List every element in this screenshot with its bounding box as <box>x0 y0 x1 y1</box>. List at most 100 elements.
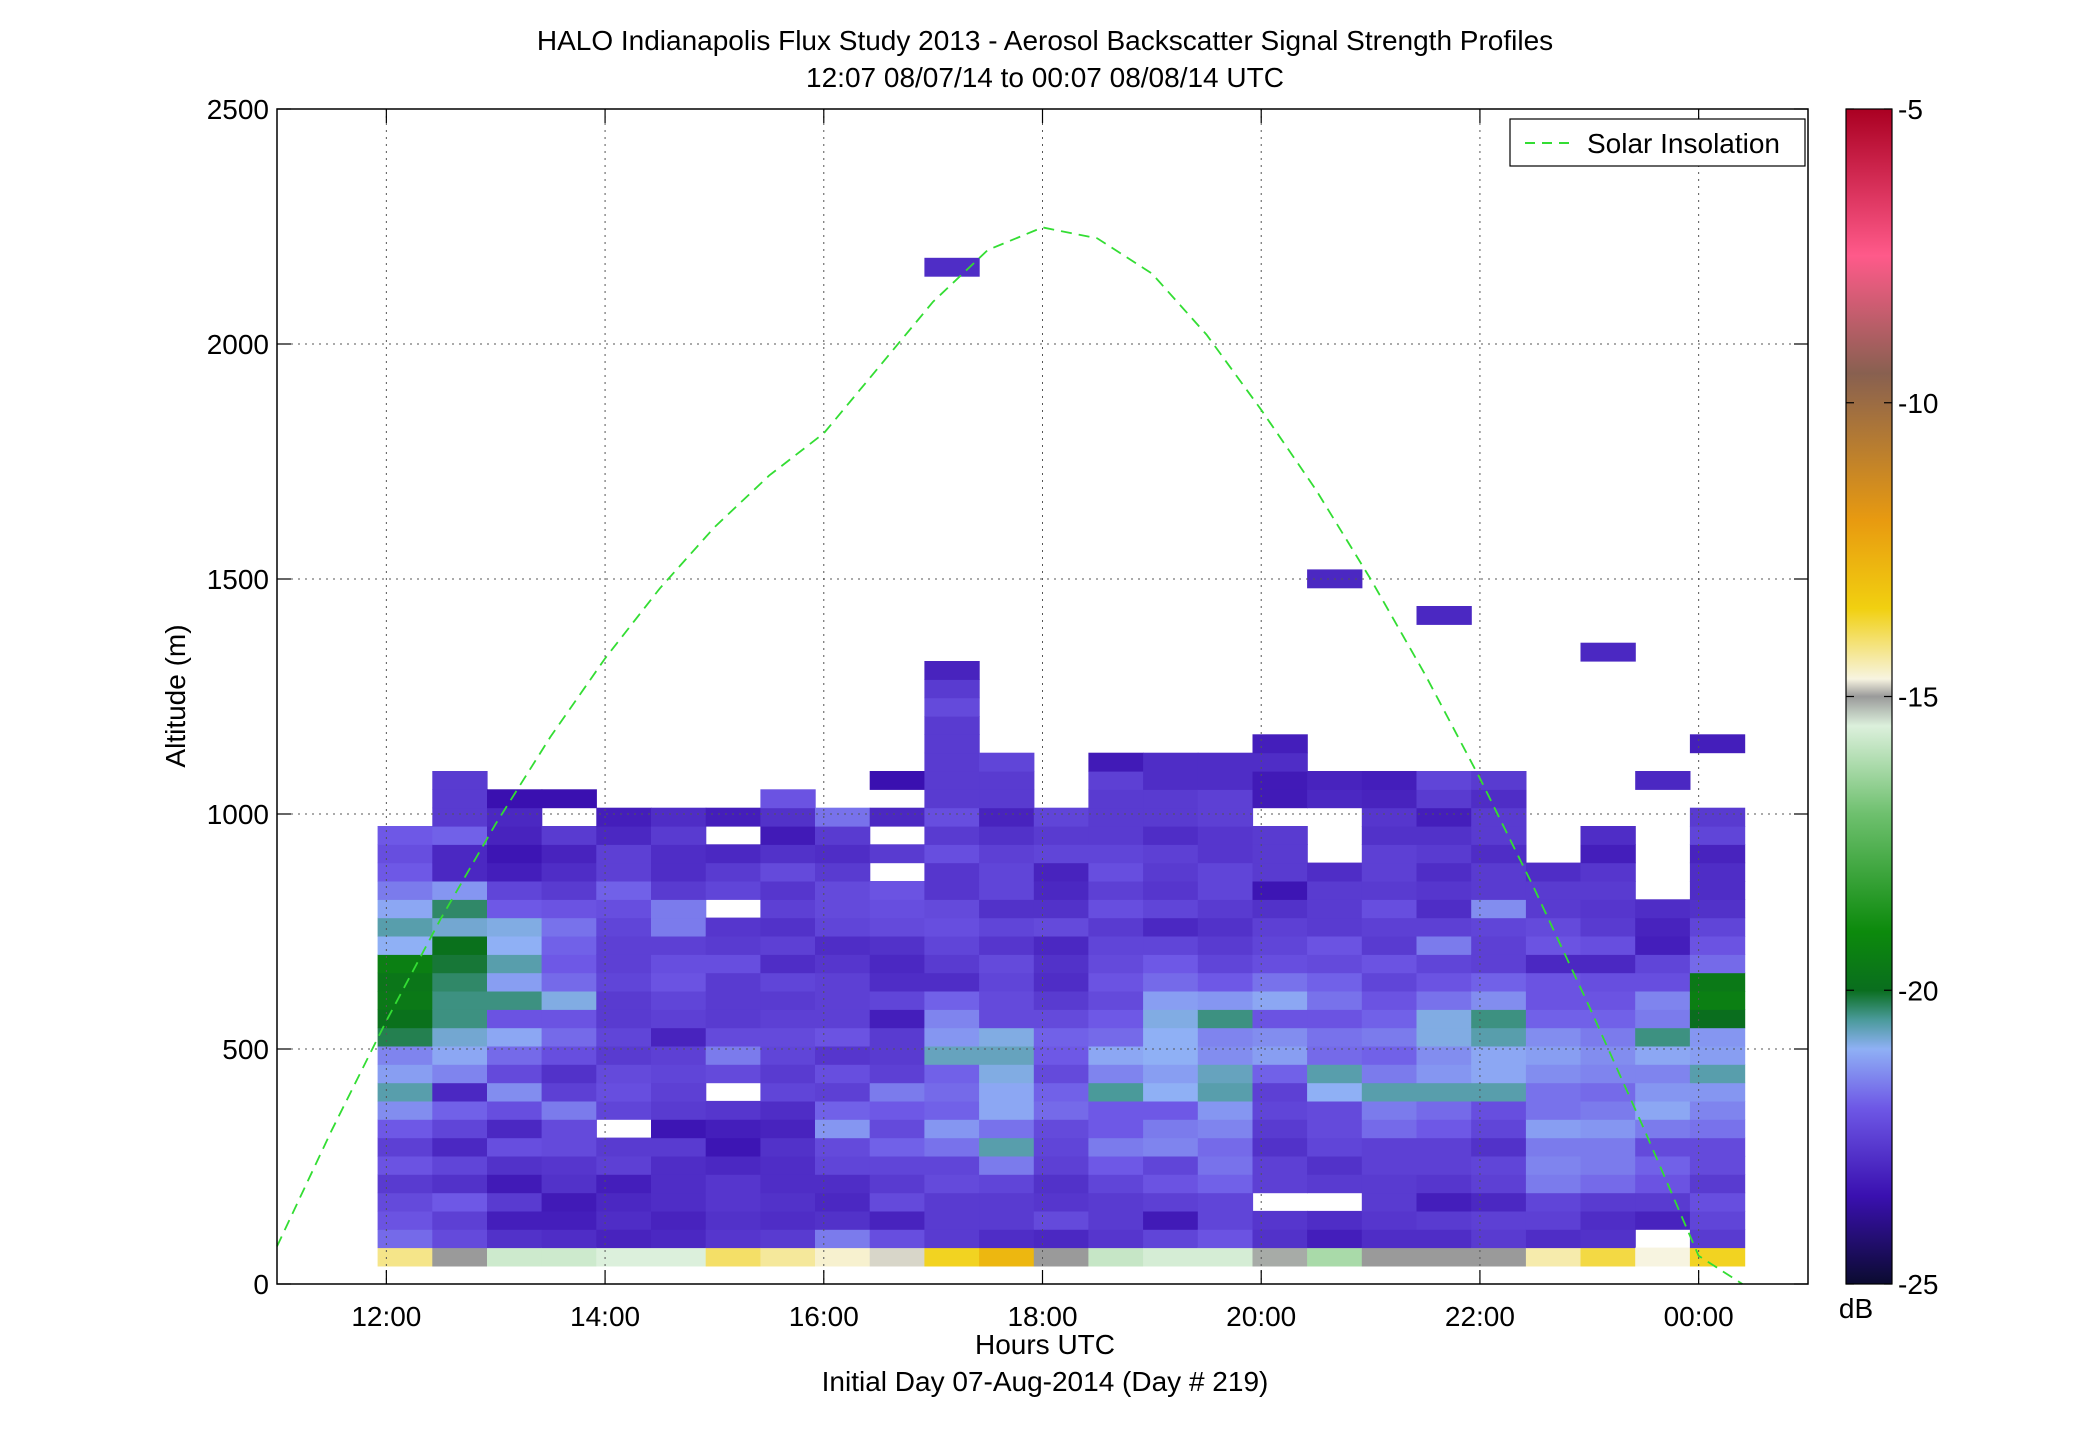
heatmap-cell <box>651 1247 707 1267</box>
heatmap-cell <box>869 1229 925 1249</box>
heatmap-cell <box>1580 844 1636 864</box>
heatmap-cell <box>815 1064 871 1084</box>
heatmap-cell <box>596 1229 652 1249</box>
heatmap-cell <box>815 1210 871 1230</box>
heatmap-cell <box>979 1155 1035 1175</box>
heatmap-cell <box>432 844 488 864</box>
x-axis-label: Hours UTC <box>975 1329 1115 1360</box>
heatmap-cell <box>760 881 816 900</box>
heatmap-cell <box>1252 1247 1308 1267</box>
heatmap-cell <box>487 826 543 845</box>
heatmap-cell <box>1635 1119 1691 1139</box>
heatmap-cell <box>1252 954 1308 974</box>
heatmap-cell <box>1197 1137 1254 1157</box>
heatmap-cell <box>1525 1155 1582 1175</box>
heatmap-cell <box>1580 1100 1636 1120</box>
heatmap-cell <box>541 917 597 937</box>
heatmap-cell <box>596 1082 652 1102</box>
heatmap-cell <box>377 862 433 882</box>
heatmap-cell <box>432 1247 488 1267</box>
heatmap-cell <box>979 826 1035 845</box>
heatmap-cell <box>377 917 433 937</box>
heatmap-cell <box>596 1137 652 1157</box>
heatmap-cell <box>705 936 761 955</box>
heatmap-cell <box>1471 936 1527 955</box>
heatmap-cell <box>1471 1137 1527 1157</box>
heatmap-cell <box>1416 899 1472 919</box>
heatmap-cell <box>1471 1064 1527 1084</box>
heatmap-cell <box>1143 1100 1199 1120</box>
colorbar-ticks: -25 -20 -15 -10 -5 <box>1846 94 1938 1300</box>
heatmap-cell <box>979 1137 1035 1157</box>
heatmap-cell <box>432 826 488 845</box>
heatmap-cell <box>924 844 980 864</box>
heatmap-cell <box>1525 862 1582 882</box>
heatmap-cell <box>1197 789 1254 809</box>
heatmap-cell <box>1252 1064 1308 1084</box>
heatmap-cell <box>1143 936 1199 955</box>
heatmap-cell <box>377 1027 433 1047</box>
heatmap-cell <box>924 716 980 735</box>
heatmap-cell <box>705 1247 761 1267</box>
heatmap-cell <box>924 826 980 845</box>
heatmap-cell <box>869 1192 925 1212</box>
heatmap-cell <box>1143 1027 1199 1047</box>
heatmap-cell <box>1197 936 1254 955</box>
heatmap-cell <box>760 1119 816 1139</box>
heatmap-cell <box>1525 1009 1582 1029</box>
heatmap-cell <box>979 1027 1035 1047</box>
heatmap-cell <box>432 789 488 809</box>
heatmap-cell <box>1143 1229 1199 1249</box>
heatmap-cell <box>1525 936 1582 955</box>
heatmap-cell <box>760 954 816 974</box>
heatmap-cell <box>1088 844 1144 864</box>
heatmap-cell <box>1197 899 1254 919</box>
x-tick-label: 22:00 <box>1445 1301 1515 1332</box>
heatmap-cell <box>1689 936 1746 955</box>
y-tick-label: 1500 <box>207 564 269 595</box>
heatmap-cell <box>1471 917 1527 937</box>
heatmap-cell <box>1088 1229 1144 1249</box>
chart-title-line1: HALO Indianapolis Flux Study 2013 - Aero… <box>537 25 1553 56</box>
heatmap-cell <box>760 862 816 882</box>
heatmap-cell <box>1416 1137 1472 1157</box>
heatmap-cell <box>1525 1210 1582 1230</box>
heatmap-cell <box>869 972 925 992</box>
heatmap-cell <box>1197 826 1254 845</box>
heatmap-cell <box>541 881 597 900</box>
heatmap-cell <box>487 954 543 974</box>
heatmap-cell <box>1689 1210 1746 1230</box>
heatmap-cell <box>1143 991 1199 1010</box>
heatmap-cell <box>1143 917 1199 937</box>
heatmap-cell <box>1143 1045 1199 1065</box>
heatmap-cell <box>1143 1009 1199 1029</box>
heatmap-cell <box>815 807 871 827</box>
heatmap-cell <box>924 679 980 699</box>
heatmap-cell <box>869 991 925 1010</box>
heatmap-cell <box>1471 991 1527 1010</box>
heatmap-cell <box>1252 899 1308 919</box>
heatmap-cell <box>1252 752 1308 772</box>
x-tick-label: 16:00 <box>789 1301 859 1332</box>
heatmap-cell <box>979 972 1035 992</box>
heatmap-cell <box>924 899 980 919</box>
heatmap-cell <box>760 1174 816 1194</box>
heatmap-cell <box>1088 771 1144 790</box>
heatmap-cell <box>924 1100 980 1120</box>
heatmap-cell <box>651 862 707 882</box>
heatmap-cell <box>432 1064 488 1084</box>
heatmap-cell <box>1471 807 1527 827</box>
heatmap-cell <box>1525 1229 1582 1249</box>
heatmap-cell <box>1635 1045 1691 1065</box>
heatmap-cell <box>1635 1192 1691 1212</box>
heatmap-cell <box>377 1100 433 1120</box>
heatmap-cell <box>1580 881 1636 900</box>
heatmap-cell <box>1252 1174 1308 1194</box>
heatmap-cell <box>1471 1174 1527 1194</box>
heatmap-cell <box>979 936 1035 955</box>
heatmap-cell <box>1361 1045 1418 1065</box>
heatmap-cell <box>541 991 597 1010</box>
heatmap-cell <box>869 936 925 955</box>
heatmap-cell <box>1143 752 1199 772</box>
